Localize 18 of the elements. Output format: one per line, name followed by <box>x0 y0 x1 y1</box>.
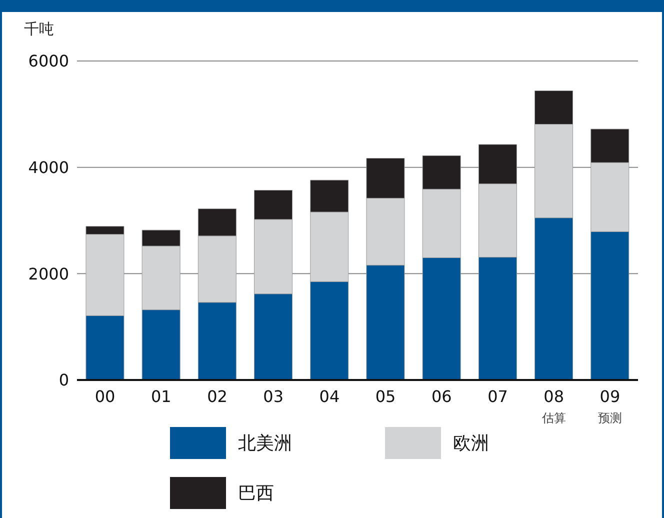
x-tick-label: 02 <box>207 387 228 406</box>
legend-label: 欧洲 <box>453 432 489 455</box>
y-tick-label: 6000 <box>28 52 69 71</box>
y-tick-label: 4000 <box>28 158 69 178</box>
legend-label: 北美洲 <box>238 432 292 455</box>
x-tick-label: 08 估算 <box>540 387 566 425</box>
x-tick-label: 01 <box>150 387 172 406</box>
x-tick-label: 03 <box>263 387 284 406</box>
x-tick-label: 07 <box>488 387 508 406</box>
x-tick-label: 04 <box>319 387 340 406</box>
x-tick-label: 09 预测 <box>598 387 622 425</box>
x-tick-label: 00 <box>94 387 116 406</box>
y-tick-label: 0 <box>58 370 69 390</box>
x-tick-label: 05 <box>375 387 396 406</box>
y-axis-title: 千吨 <box>24 20 54 39</box>
x-tick-label: 06 <box>431 387 452 406</box>
legend-label: 巴西 <box>238 482 274 505</box>
y-tick-label: 2000 <box>28 264 69 284</box>
